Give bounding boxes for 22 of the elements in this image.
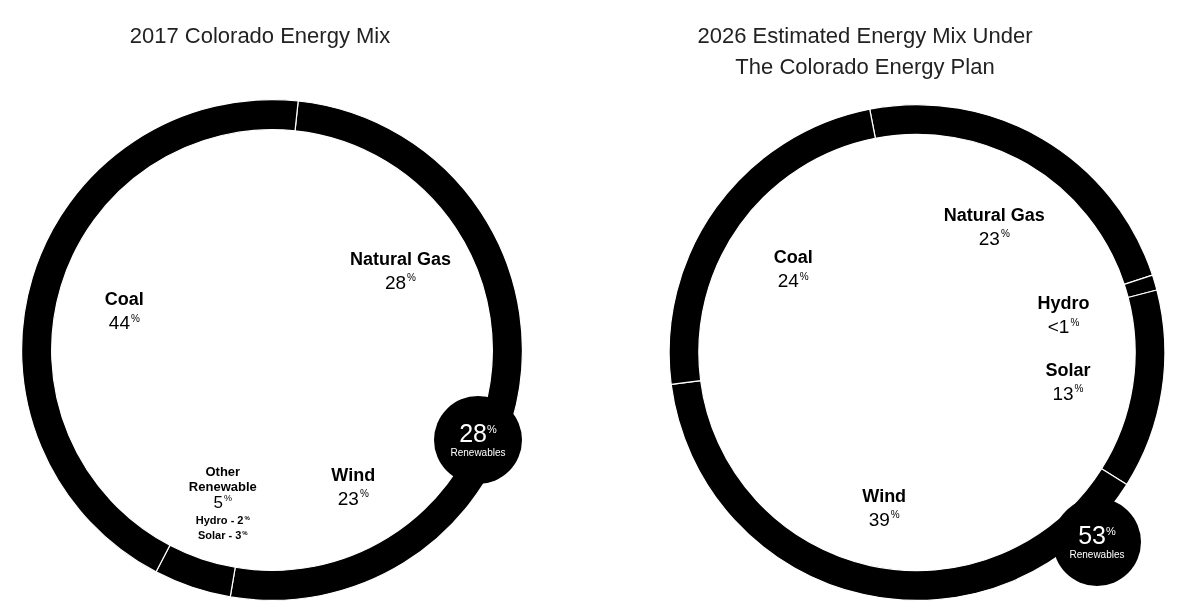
- data-label: 23%: [337, 488, 369, 510]
- slice-label: Hydro: [1037, 293, 1090, 314]
- circle-badge: 28$^{%}$ Renewables: [434, 396, 522, 484]
- chart-title: 2017 Colorado Energy Mix: [128, 22, 392, 50]
- slice-label: Coal: [104, 289, 144, 310]
- slice-label: Solar: [1045, 359, 1091, 380]
- slice-label: Other Renewable: [188, 464, 257, 495]
- circle-badge: 53$^{%}$ Renewables: [1053, 498, 1141, 586]
- data-label: 5%: [213, 493, 233, 513]
- chart-title: 2026 Estimated Energy Mix Under The Colorado Energy Plan: [696, 22, 1034, 81]
- data-label: 28%: [384, 271, 417, 293]
- slice-label: Natural Gas: [943, 204, 1045, 225]
- data-label: <1%: [1047, 316, 1080, 338]
- data-label: 44%: [108, 312, 140, 334]
- data-label: 24%: [777, 270, 809, 292]
- data-label: 23%: [978, 227, 1010, 249]
- slice-label: Wind: [331, 465, 376, 486]
- data-label: 39%: [868, 508, 900, 530]
- slice-label: Coal: [773, 247, 813, 268]
- slice-label: Wind: [862, 485, 907, 506]
- data-label: 13%: [1052, 382, 1084, 404]
- slice-label: Natural Gas: [349, 248, 451, 269]
